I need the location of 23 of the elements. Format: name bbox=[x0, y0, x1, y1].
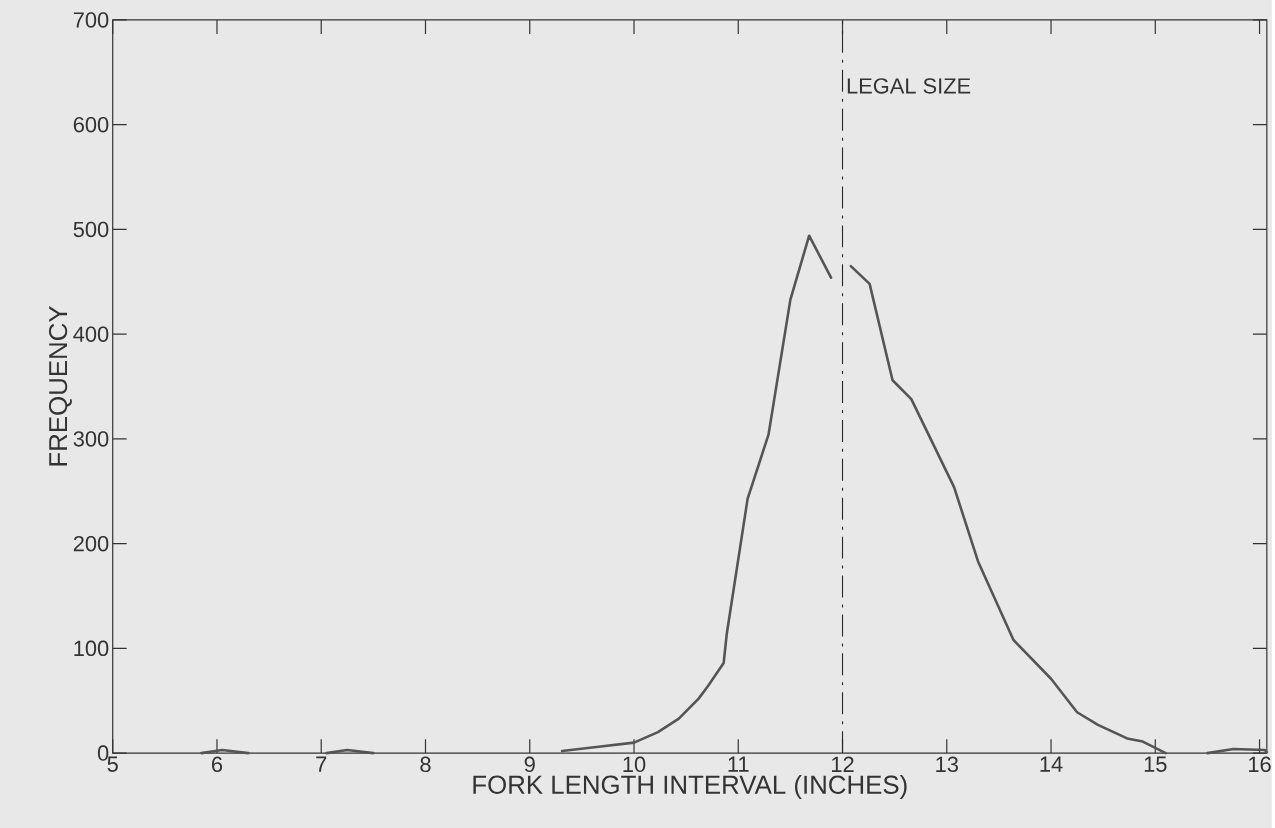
x-tick-label: 6 bbox=[212, 756, 223, 773]
x-tick-label: 7 bbox=[316, 756, 327, 772]
y-tick-label: 300 bbox=[73, 431, 109, 447]
y-tick-label: 200 bbox=[73, 535, 109, 552]
x-axis-title: FORK LENGTH INTERVAL (INCHES) bbox=[473, 774, 907, 800]
x-tick-label: 10 bbox=[623, 756, 646, 773]
y-tick-label: 400 bbox=[73, 326, 109, 342]
x-tick-label: 16 bbox=[1249, 756, 1271, 773]
y-axis-title: FREQUENCY bbox=[48, 306, 72, 466]
y-tick-label: 100 bbox=[74, 640, 109, 657]
ref-line-label: LEGAL SIZE bbox=[847, 78, 971, 94]
x-tick-label: 9 bbox=[524, 756, 535, 773]
y-tick-label: 0 bbox=[97, 745, 109, 761]
x-tick-label: 11 bbox=[728, 756, 749, 772]
y-tick-label: 600 bbox=[73, 116, 109, 133]
x-tick-label: 14 bbox=[1040, 756, 1063, 772]
x-tick-label: 12 bbox=[832, 756, 854, 772]
y-tick-label: 700 bbox=[73, 12, 109, 28]
x-tick-label: 8 bbox=[420, 756, 431, 773]
x-tick-label: 15 bbox=[1144, 756, 1167, 772]
x-tick-label: 13 bbox=[936, 756, 958, 773]
x-tick-label: 5 bbox=[107, 756, 118, 772]
y-tick-label: 500 bbox=[73, 221, 109, 238]
